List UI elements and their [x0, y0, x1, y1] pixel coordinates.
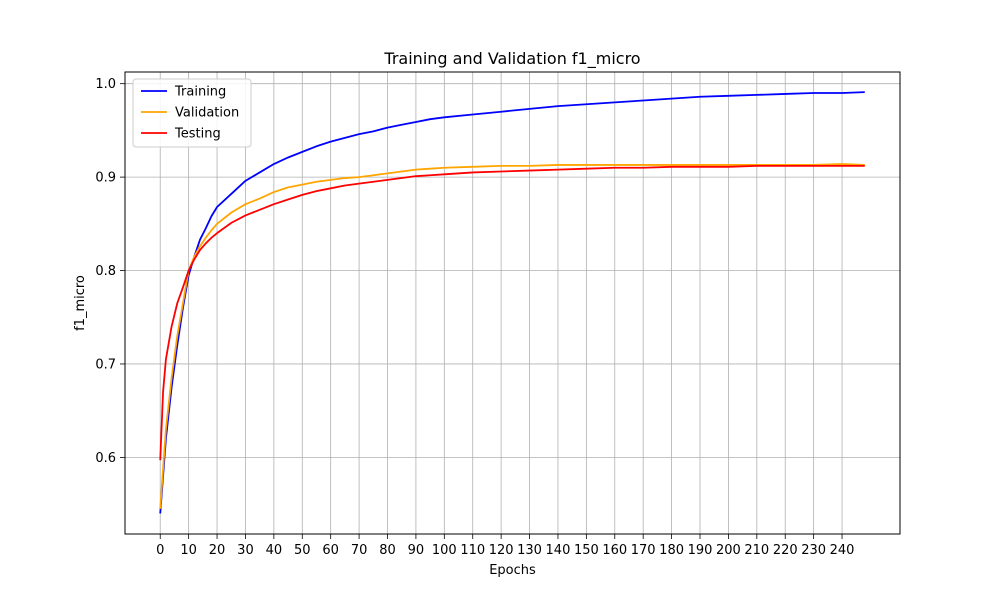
x-tick-label: 150 [574, 543, 599, 558]
x-tick-label: 70 [351, 543, 368, 558]
x-tick-label: 200 [716, 543, 741, 558]
x-tick-label: 220 [773, 543, 798, 558]
y-axis-label: f1_micro [73, 275, 88, 331]
legend-label-testing: Testing [174, 127, 221, 142]
x-tick-label: 190 [688, 543, 713, 558]
legend-box [132, 78, 252, 148]
y-tick-label: 0.7 [95, 357, 116, 372]
x-tick-label: 20 [209, 543, 226, 558]
legend-label-validation: Validation [175, 106, 239, 121]
y-tick-label: 0.8 [95, 264, 116, 279]
x-tick-label: 0 [156, 543, 164, 558]
x-tick-label: 100 [432, 543, 457, 558]
legend: Training Validation Testing [132, 78, 252, 148]
chart-title: Training and Validation f1_micro [383, 49, 640, 69]
x-tick-label: 130 [517, 543, 542, 558]
series-layer [159, 91, 865, 514]
series-line-validation [159, 163, 865, 509]
x-tick-label: 210 [744, 543, 769, 558]
x-tick-label: 120 [489, 543, 514, 558]
x-tick-label: 180 [659, 543, 684, 558]
x-tick-label: 160 [602, 543, 627, 558]
legend-label-training: Training [174, 85, 226, 100]
y-tick-label: 1.0 [95, 77, 116, 92]
x-tick-label: 80 [379, 543, 396, 558]
x-axis-label: Epochs [489, 563, 536, 578]
y-tick-label: 0.9 [95, 171, 116, 186]
grid [125, 72, 900, 534]
x-tick-label: 90 [408, 543, 425, 558]
x-tick-label: 240 [830, 543, 855, 558]
x-tick-label: 170 [631, 543, 656, 558]
x-tick-label: 50 [294, 543, 311, 558]
x-tick-label: 110 [460, 543, 485, 558]
series-line-training [159, 91, 865, 514]
x-tick-label: 10 [180, 543, 197, 558]
y-tick-label: 0.6 [95, 451, 116, 466]
x-tick-label: 230 [801, 543, 826, 558]
plot-frame [124, 71, 901, 535]
series-line-testing [159, 164, 865, 461]
x-tick-label: 140 [546, 543, 571, 558]
x-tick-label: 40 [266, 543, 283, 558]
x-tick-label: 30 [237, 543, 254, 558]
x-tick-label: 60 [322, 543, 339, 558]
ticks: 0 10 20 30 40 50 60 70 80 90 100 110 120 130 140 150 160… [95, 77, 854, 558]
